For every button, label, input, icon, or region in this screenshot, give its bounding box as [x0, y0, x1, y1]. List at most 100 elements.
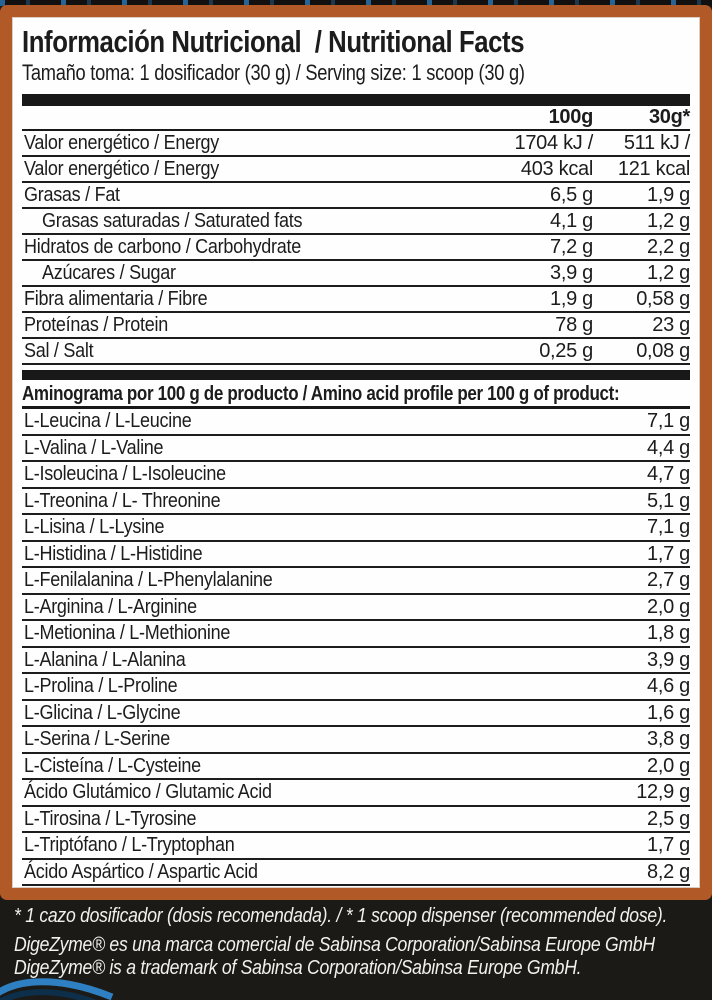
- footnote-scoop: * 1 cazo dosificador (dosis recomendada)…: [14, 905, 668, 927]
- nutrition-row-energy-kcal: Valor energético / Energy 403 kcal 121 k…: [22, 157, 690, 183]
- amino-value: 3,8 g: [647, 728, 690, 750]
- value-per-100g: 3,9 g: [550, 262, 593, 284]
- amino-label: L-Fenilalanina / L-Phenylalanine: [24, 569, 273, 591]
- amino-label: Ácido Glutámico / Glutamic Acid: [24, 781, 272, 803]
- amino-label: L-Alanina / L-Alanina: [24, 648, 186, 671]
- amino-label: L-Isoleucina / L-Isoleucine: [24, 463, 226, 485]
- amino-value: 1,6 g: [647, 701, 690, 724]
- amino-row-serine: L-Serina / L-Serine 3,8 g: [22, 727, 690, 754]
- amino-value: 2,0 g: [647, 595, 690, 618]
- nutrition-facts-panel: Información Nutricional / Nutritional Fa…: [0, 5, 712, 900]
- amino-label: L-Tirosina / L-Tyrosine: [24, 807, 197, 830]
- amino-value: 4,6 g: [647, 675, 690, 697]
- nutrition-row-protein: Proteínas / Protein 78 g 23 g: [22, 313, 690, 339]
- nutrition-row-sugar: Azúcares / Sugar 3,9 g 1,2 g: [22, 261, 690, 287]
- amino-label: L-Histidina / L-Histidine: [24, 542, 203, 565]
- amino-row-proline: L-Prolina / L-Proline 4,6 g: [22, 674, 690, 701]
- nutrient-label: Proteínas / Protein: [24, 314, 168, 336]
- amino-row-glutamic-acid: Ácido Glutámico / Glutamic Acid 12,9 g: [22, 780, 690, 807]
- amino-row-aspartic-acid: Ácido Aspártico / Aspartic Acid 8,2 g: [22, 860, 690, 886]
- amino-row-leucine: L-Leucina / L-Leucine 7,1 g: [22, 409, 690, 436]
- amino-row-cysteine: L-Cisteína / L-Cysteine 2,0 g: [22, 754, 690, 780]
- column-header-30g: 30g*: [648, 106, 690, 128]
- nutrient-label: Grasas / Fat: [24, 184, 120, 206]
- nutrition-row-salt: Sal / Salt 0,25 g 0,08 g: [22, 339, 690, 365]
- footnote-digezyme-es: DigeZyme® es una marca comercial de Sabi…: [14, 934, 655, 956]
- amino-label: Ácido Aspártico / Aspartic Acid: [24, 860, 258, 883]
- amino-profile-header: Aminograma por 100 g de producto / Amino…: [22, 380, 690, 409]
- package-swoosh-graphic-icon: [0, 978, 114, 1000]
- amino-value: 7,1 g: [647, 516, 690, 538]
- value-per-100g: 7,2 g: [550, 236, 593, 258]
- amino-value: 3,9 g: [647, 648, 690, 671]
- column-header-row: 100g 30g*: [22, 106, 690, 131]
- footnotes: * 1 cazo dosificador (dosis recomendada)…: [14, 905, 706, 980]
- value-per-30g: 0,58 g: [636, 288, 690, 310]
- value-per-100g: 78 g: [555, 314, 593, 336]
- value-per-100g: 0,25 g: [539, 340, 593, 362]
- amino-label: L-Cisteína / L-Cysteine: [24, 754, 201, 777]
- amino-label: L-Lisina / L-Lysine: [24, 516, 165, 538]
- amino-label: L-Arginina / L-Arginine: [24, 595, 197, 618]
- value-per-30g: 1,2 g: [647, 262, 690, 284]
- value-per-100g: 403 kcal: [520, 158, 593, 180]
- amino-value: 8,2 g: [647, 860, 690, 883]
- nutrient-label: Valor energético / Energy: [24, 132, 220, 154]
- amino-row-alanine: L-Alanina / L-Alanina 3,9 g: [22, 648, 690, 674]
- nutrient-label: Grasas saturadas / Saturated fats: [42, 210, 303, 232]
- amino-row-isoleucine: L-Isoleucina / L-Isoleucine 4,7 g: [22, 462, 690, 489]
- divider-bar-amino: [22, 370, 690, 380]
- panel-title-text: Información Nutricional / Nutritional Fa…: [22, 24, 525, 59]
- value-per-30g: 2,2 g: [647, 236, 690, 258]
- amino-row-threonine: L-Treonina / L- Threonine 5,1 g: [22, 489, 690, 515]
- nutrient-label: Hidratos de carbono / Carbohydrate: [24, 236, 301, 258]
- amino-row-histidine: L-Histidina / L-Histidine 1,7 g: [22, 542, 690, 568]
- amino-label: L-Metionina / L-Methionine: [24, 622, 231, 644]
- amino-value: 5,1 g: [647, 489, 690, 512]
- amino-value: 1,8 g: [647, 622, 690, 644]
- amino-value: 1,7 g: [647, 542, 690, 565]
- amino-label: L-Valina / L-Valine: [24, 436, 164, 459]
- amino-value: 12,9 g: [636, 781, 690, 803]
- value-per-30g: 121 kcal: [617, 158, 690, 180]
- nutrient-label: Sal / Salt: [24, 340, 94, 362]
- amino-value: 2,5 g: [647, 807, 690, 830]
- value-per-100g: 1704 kJ /: [514, 132, 594, 154]
- value-per-30g: 1,2 g: [647, 210, 690, 232]
- amino-value: 2,7 g: [647, 569, 690, 591]
- serving-size-text: Tamaño toma: 1 dosificador (30 g) / Serv…: [22, 60, 525, 85]
- amino-row-lysine: L-Lisina / L-Lysine 7,1 g: [22, 515, 690, 542]
- amino-label: L-Leucina / L-Leucine: [24, 410, 192, 432]
- value-per-100g: 6,5 g: [550, 184, 593, 206]
- panel-title: Información Nutricional / Nutritional Fa…: [22, 24, 690, 60]
- value-per-30g: 511 kJ /: [623, 132, 690, 154]
- amino-value: 7,1 g: [647, 410, 690, 432]
- amino-row-phenylalanine: L-Fenilalanina / L-Phenylalanine 2,7 g: [22, 568, 690, 595]
- footnote-digezyme-en: DigeZyme® is a trademark of Sabinsa Corp…: [14, 957, 582, 979]
- nutrition-row-carbohydrate: Hidratos de carbono / Carbohydrate 7,2 g…: [22, 235, 690, 261]
- value-per-30g: 0,08 g: [636, 340, 690, 362]
- nutrient-label: Fibra alimentaria / Fibre: [24, 288, 208, 310]
- nutrition-row-fibre: Fibra alimentaria / Fibre 1,9 g 0,58 g: [22, 287, 690, 313]
- value-per-100g: 4,1 g: [550, 210, 593, 232]
- nutrient-label: Azúcares / Sugar: [42, 262, 176, 284]
- amino-row-valine: L-Valina / L-Valine 4,4 g: [22, 436, 690, 462]
- nutrition-row-energy-kj: Valor energético / Energy 1704 kJ / 511 …: [22, 131, 690, 157]
- amino-label: L-Prolina / L-Proline: [24, 675, 178, 697]
- package-texture-strip: [0, 0, 712, 6]
- nutrition-row-fat: Grasas / Fat 6,5 g 1,9 g: [22, 183, 690, 209]
- amino-label: L-Glicina / L-Glycine: [24, 701, 181, 724]
- amino-label: L-Serina / L-Serine: [24, 728, 170, 750]
- nutrient-label: Valor energético / Energy: [24, 158, 220, 180]
- column-header-100g: 100g: [548, 106, 594, 128]
- amino-row-arginine: L-Arginina / L-Arginine 2,0 g: [22, 595, 690, 621]
- value-per-100g: 1,9 g: [550, 288, 593, 310]
- amino-value: 2,0 g: [647, 754, 690, 777]
- amino-value: 1,7 g: [647, 834, 690, 856]
- amino-row-methionine: L-Metionina / L-Methionine 1,8 g: [22, 621, 690, 648]
- amino-row-tryptophan: L-Triptófano / L-Tryptophan 1,7 g: [22, 833, 690, 860]
- amino-row-glycine: L-Glicina / L-Glycine 1,6 g: [22, 701, 690, 727]
- serving-size: Tamaño toma: 1 dosificador (30 g) / Serv…: [22, 60, 690, 87]
- nutrition-row-saturated-fat: Grasas saturadas / Saturated fats 4,1 g …: [22, 209, 690, 235]
